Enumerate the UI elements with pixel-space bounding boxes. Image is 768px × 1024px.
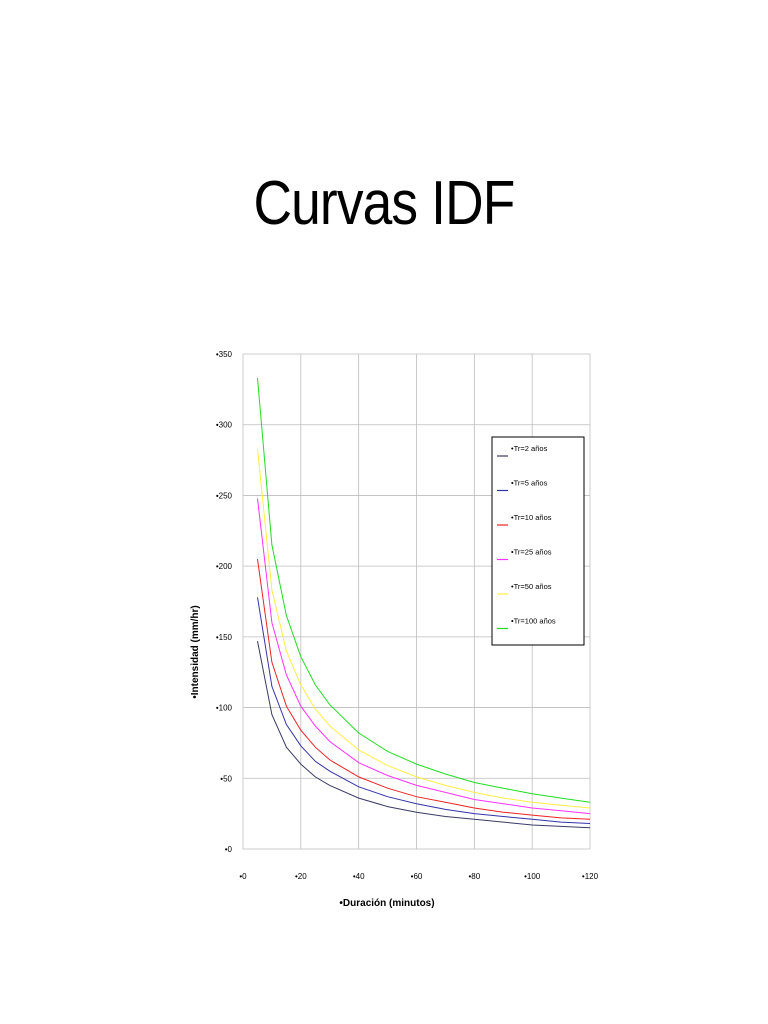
series-line-3 (257, 559, 591, 820)
x-tick-label: •120 (582, 872, 599, 881)
y-tick-label: •150 (216, 633, 233, 642)
legend-entry-label: •Tr=100 años (511, 617, 556, 626)
x-tick-labels: •0 •20 •40 •60 •80 •100 •120 (239, 872, 598, 881)
series-line-6 (257, 377, 591, 803)
series-lines (257, 377, 591, 829)
legend: •Tr=2 años •Tr=5 años •Tr=10 años •Tr=25 añ… (491, 436, 585, 646)
x-tick-label: •0 (239, 872, 247, 881)
series-line-2 (257, 597, 591, 824)
y-axis-title: •Intensidad (mm/hr) (190, 605, 201, 699)
y-tick-label: •200 (216, 562, 233, 571)
x-tick-label: •40 (353, 872, 365, 881)
y-tick-label: •0 (225, 845, 233, 854)
y-tick-label: •300 (216, 421, 233, 430)
plot-frame (242, 353, 591, 850)
y-tick-labels: •0 •50 •100 •150 •200 •250 •300 •350 (216, 350, 233, 854)
y-tick-label: •350 (216, 350, 233, 359)
y-tick-label: •100 (216, 704, 233, 713)
slide-title: Curvas IDF (253, 169, 515, 238)
legend-entry-label: •Tr=25 años (511, 548, 552, 557)
legend-entry-label: •Tr=5 años (511, 479, 548, 488)
y-tick-label: •50 (220, 774, 232, 783)
x-tick-label: •80 (468, 872, 480, 881)
series-line-5 (257, 448, 591, 809)
y-tick-label: •250 (216, 491, 233, 500)
legend-box (491, 436, 585, 646)
series-line-4 (257, 498, 591, 815)
legend-entry-label: •Tr=10 años (511, 513, 552, 522)
x-tick-label: •20 (295, 872, 307, 881)
legend-entry-label: •Tr=2 años (511, 444, 548, 453)
x-tick-label: •100 (524, 872, 541, 881)
x-axis-title: •Duración (minutos) (339, 898, 434, 909)
legend-entry-label: •Tr=50 años (511, 582, 552, 591)
x-tick-label: •60 (411, 872, 423, 881)
series-line-1 (257, 641, 591, 829)
